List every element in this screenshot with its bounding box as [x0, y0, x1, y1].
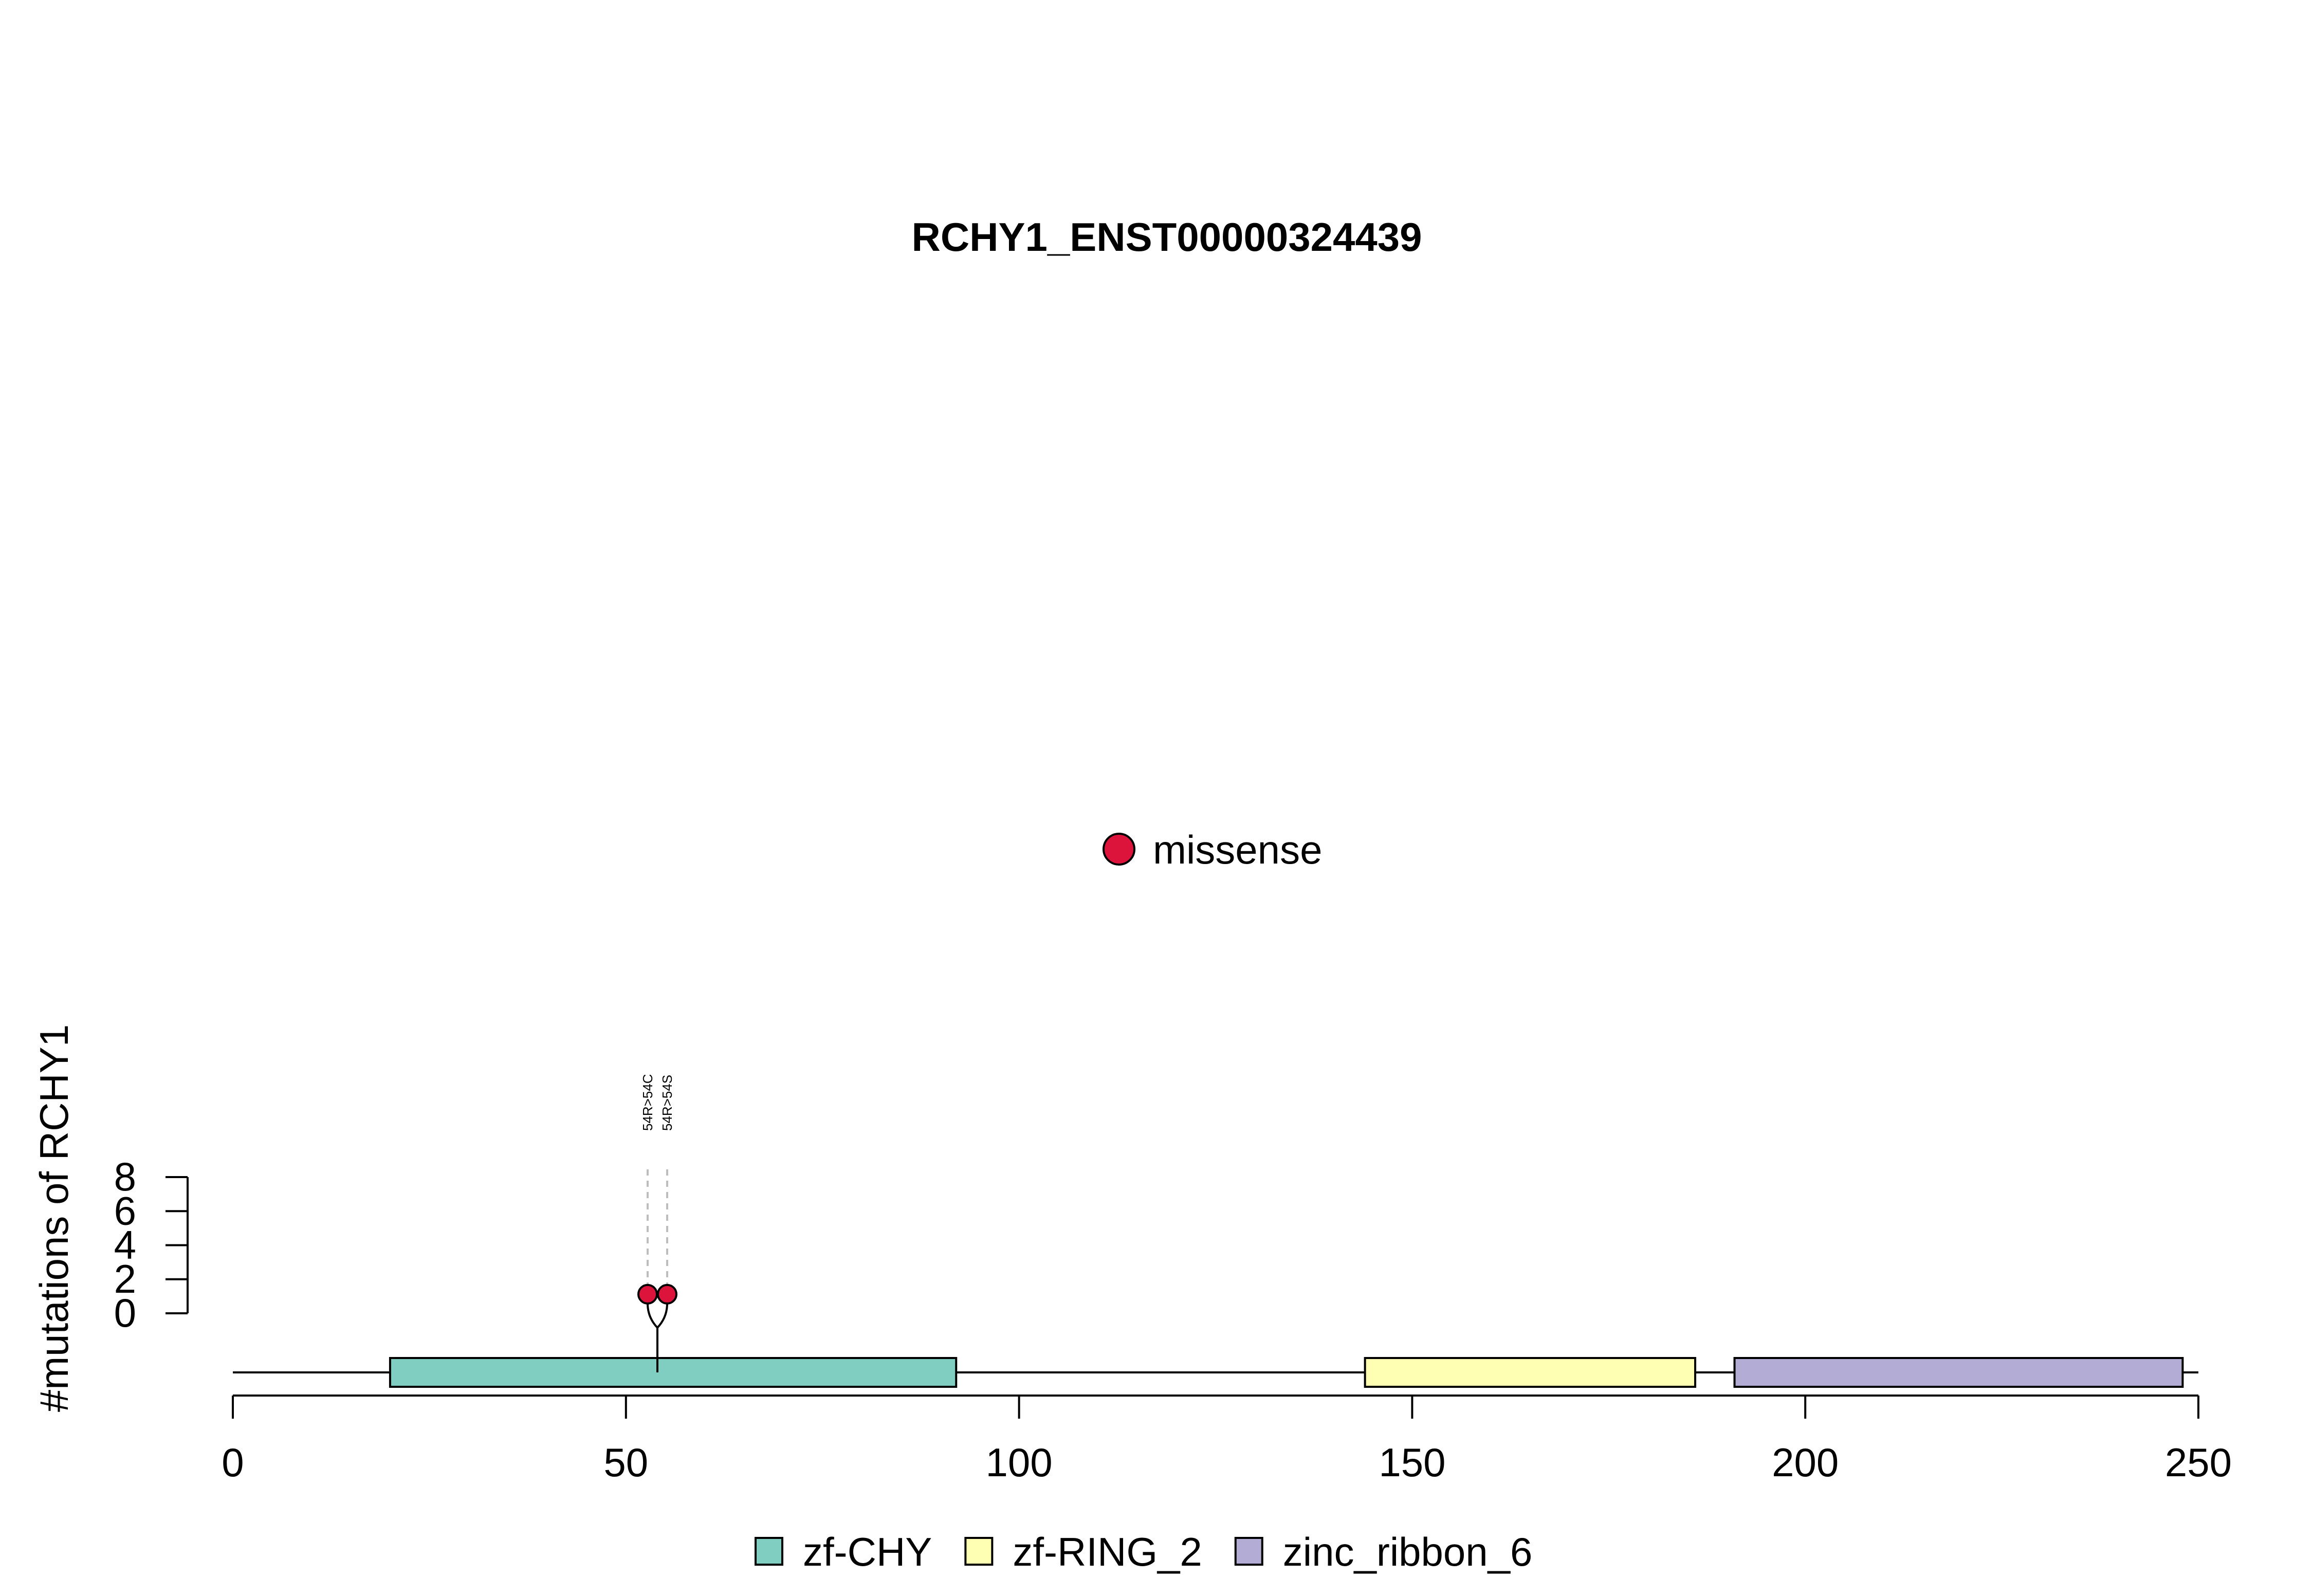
mutation-label: 54R>54C [640, 1074, 655, 1131]
x-tick-label: 100 [986, 1440, 1053, 1485]
mutation-lollipops: 54R>54C 54R>54S [637, 1074, 677, 1372]
legend-domain-swatch [964, 1537, 994, 1566]
y-axis-label: #mutations of RCHY1 [31, 1024, 77, 1412]
mutation-legend: missense [1103, 827, 1322, 872]
x-tick-label: 150 [1379, 1440, 1445, 1485]
x-axis: 0 50 100 150 200 250 [222, 1395, 2232, 1485]
mutation-point [656, 1283, 677, 1305]
legend-domain-label: zf-CHY [803, 1529, 932, 1574]
legend-domain-swatch [755, 1537, 783, 1566]
domain-zinc_ribbon_6 [1733, 1357, 2184, 1388]
y-tick-label: 4 [114, 1222, 136, 1268]
mutation-branch [656, 1303, 668, 1329]
domain-zf-CHY [389, 1357, 958, 1388]
x-tick-label: 250 [2165, 1440, 2232, 1485]
domain-zf-RING_2 [1364, 1357, 1697, 1388]
mutation-point [637, 1283, 658, 1305]
chart-title: RCHY1_ENST00000324439 [912, 214, 1422, 260]
legend-domain-label: zinc_ribbon_6 [1283, 1529, 1533, 1574]
legend-mutation-marker [1103, 833, 1135, 866]
y-tick-label: 6 [114, 1188, 136, 1233]
x-tick-label: 200 [1772, 1440, 1839, 1485]
legend-mutation-label: missense [1153, 827, 1322, 872]
x-tick-label: 50 [603, 1440, 648, 1485]
y-tick-label: 8 [114, 1154, 136, 1199]
protein-track [233, 1357, 2198, 1388]
legend-domain-swatch [1234, 1537, 1263, 1566]
x-tick-label: 0 [222, 1440, 244, 1485]
y-tick-label: 2 [114, 1256, 136, 1301]
y-tick-label: 0 [114, 1290, 136, 1335]
legend-domain-label: zf-RING_2 [1013, 1529, 1202, 1574]
mutation-label: 54R>54S [659, 1075, 675, 1131]
domain-legend: zf-CHY zf-RING_2 zinc_ribbon_6 [755, 1529, 1533, 1574]
mutation-branch [646, 1303, 658, 1329]
